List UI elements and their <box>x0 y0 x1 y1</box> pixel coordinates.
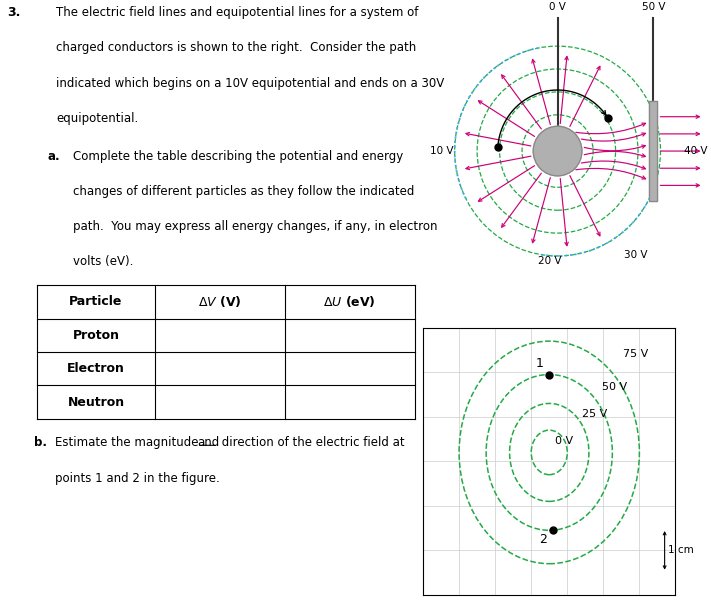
Text: 0 V: 0 V <box>549 2 566 12</box>
Text: $\Delta V$ (V): $\Delta V$ (V) <box>198 294 242 310</box>
Text: direction of the electric field at: direction of the electric field at <box>218 436 405 449</box>
Text: The electric field lines and equipotential lines for a system of: The electric field lines and equipotenti… <box>56 6 419 19</box>
Text: indicated which begins on a 10V equipotential and ends on a 30V: indicated which begins on a 10V equipote… <box>56 76 444 90</box>
Text: 30 V: 30 V <box>624 250 648 260</box>
Text: 10 V: 10 V <box>430 146 454 156</box>
Text: a.: a. <box>48 149 60 163</box>
Text: Complete the table describing the potential and energy: Complete the table describing the potent… <box>73 149 403 163</box>
Text: 20 V: 20 V <box>538 256 562 265</box>
Text: 40 V: 40 V <box>684 146 707 156</box>
Text: 1: 1 <box>536 357 544 370</box>
Text: Neutron: Neutron <box>68 396 124 409</box>
Text: path.  You may express all energy changes, if any, in electron: path. You may express all energy changes… <box>73 220 438 233</box>
Text: and: and <box>197 436 219 449</box>
Text: $\Delta U$ (eV): $\Delta U$ (eV) <box>324 294 376 310</box>
Text: charged conductors is shown to the right.  Consider the path: charged conductors is shown to the right… <box>56 41 417 54</box>
Text: 75 V: 75 V <box>623 349 648 359</box>
Circle shape <box>533 126 582 176</box>
Text: Particle: Particle <box>70 296 123 308</box>
Text: 3.: 3. <box>7 6 21 19</box>
Text: 2: 2 <box>540 532 547 546</box>
Text: 50 V: 50 V <box>602 382 626 392</box>
Bar <box>649 101 658 201</box>
Text: b.: b. <box>34 436 47 449</box>
Text: 0 V: 0 V <box>555 436 573 446</box>
Text: 1 cm: 1 cm <box>668 545 694 555</box>
Bar <box>649 101 658 201</box>
Text: Estimate the magnitude: Estimate the magnitude <box>55 436 202 449</box>
Text: Proton: Proton <box>73 329 119 342</box>
Text: Electron: Electron <box>67 362 125 375</box>
Text: equipotential.: equipotential. <box>56 112 139 125</box>
Text: 50 V: 50 V <box>641 2 665 12</box>
Text: points 1 and 2 in the figure.: points 1 and 2 in the figure. <box>55 472 219 485</box>
Text: changes of different particles as they follow the indicated: changes of different particles as they f… <box>73 185 415 198</box>
Text: volts (eV).: volts (eV). <box>73 256 134 268</box>
Text: 25 V: 25 V <box>582 409 607 419</box>
